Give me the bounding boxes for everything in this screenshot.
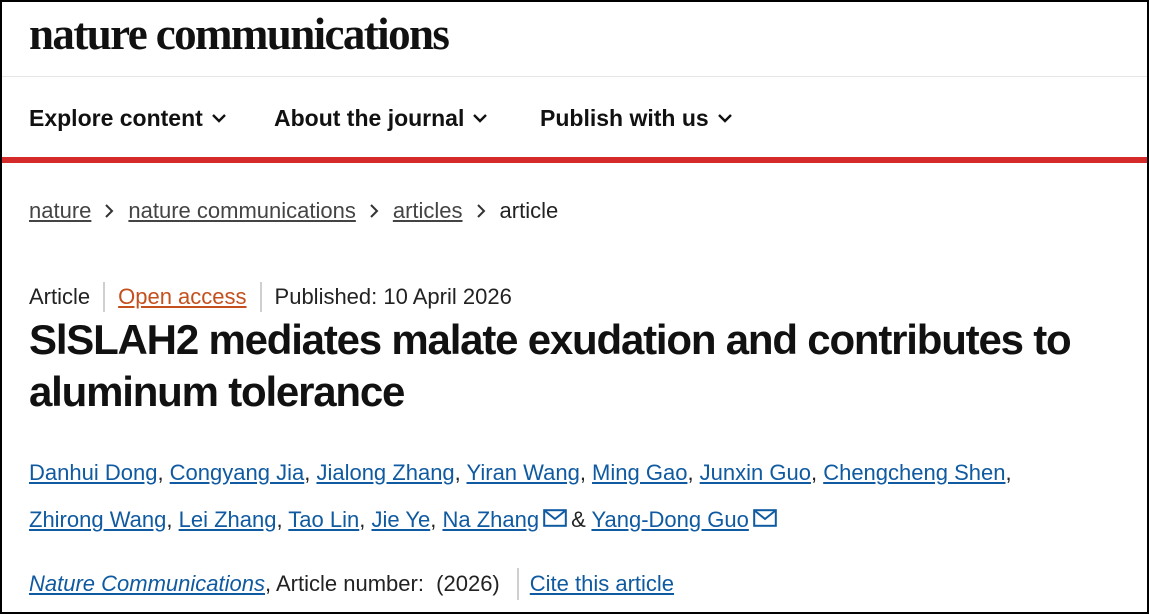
author-link[interactable]: Yang-Dong Guo (591, 507, 749, 532)
author-list: Danhui Dong, Congyang Jia, Jialong Zhang… (29, 460, 1012, 532)
chevron-right-icon (105, 204, 114, 218)
meta-divider (103, 282, 106, 312)
author-link[interactable]: Jie Ye (371, 507, 431, 532)
envelope-icon[interactable] (753, 509, 777, 527)
article-title: SlSLAH2 mediates malate exudation and co… (29, 316, 1072, 415)
breadcrumb-current: article (499, 198, 559, 223)
envelope-icon[interactable] (543, 509, 567, 527)
author-link[interactable]: Lei Zhang (178, 507, 277, 532)
citation-divider (516, 568, 519, 600)
author-link[interactable]: Junxin Guo (699, 460, 811, 485)
meta-divider (259, 282, 262, 312)
nav-item-label: About the journal (274, 105, 465, 131)
author-link[interactable]: Na Zhang (442, 507, 540, 532)
nav-about-journal[interactable]: About the journal (274, 105, 488, 132)
nav-explore-content[interactable]: Explore content (29, 105, 226, 132)
citation-line: Nature Communications , Article number: … (29, 568, 674, 600)
site-header: nature communications (2, 2, 1147, 77)
main-nav: Explore content About the journal Publis… (2, 77, 1147, 163)
breadcrumb-link-nature[interactable]: nature (29, 198, 92, 223)
author-link[interactable]: Ming Gao (592, 460, 688, 485)
author-link[interactable]: Chengcheng Shen (823, 460, 1006, 485)
author-link[interactable]: Congyang Jia (169, 460, 305, 485)
author-link[interactable]: Yiran Wang (466, 460, 580, 485)
article-number: , Article number: (2026) (264, 571, 500, 596)
chevron-down-icon (211, 114, 226, 123)
journal-link[interactable]: Nature Communications (29, 571, 265, 596)
nav-item-label: Explore content (29, 105, 203, 131)
published-date: Published: 10 April 2026 (274, 284, 512, 309)
author-link[interactable]: Danhui Dong (29, 460, 158, 485)
chevron-down-icon (473, 114, 488, 123)
author-link[interactable]: Tao Lin (288, 507, 360, 532)
article-type: Article (29, 284, 91, 309)
chevron-down-icon (717, 114, 732, 123)
chevron-right-icon (370, 204, 379, 218)
chevron-right-icon (476, 204, 486, 218)
open-access-link[interactable]: Open access (118, 284, 247, 309)
author-link[interactable]: Zhirong Wang (29, 507, 167, 532)
cite-this-article-link[interactable]: Cite this article (529, 571, 675, 596)
nav-publish-with-us[interactable]: Publish with us (540, 105, 732, 132)
breadcrumb-link-articles[interactable]: articles (392, 198, 463, 223)
author-link[interactable]: Jialong Zhang (316, 460, 455, 485)
site-logo[interactable]: nature communications (29, 9, 450, 59)
nav-item-label: Publish with us (540, 105, 709, 131)
article-meta: Article Open access Published: 10 April … (29, 282, 512, 312)
breadcrumb: nature nature communications articles ar… (29, 198, 558, 224)
breadcrumb-link-nature-communications[interactable]: nature communications (128, 198, 356, 223)
